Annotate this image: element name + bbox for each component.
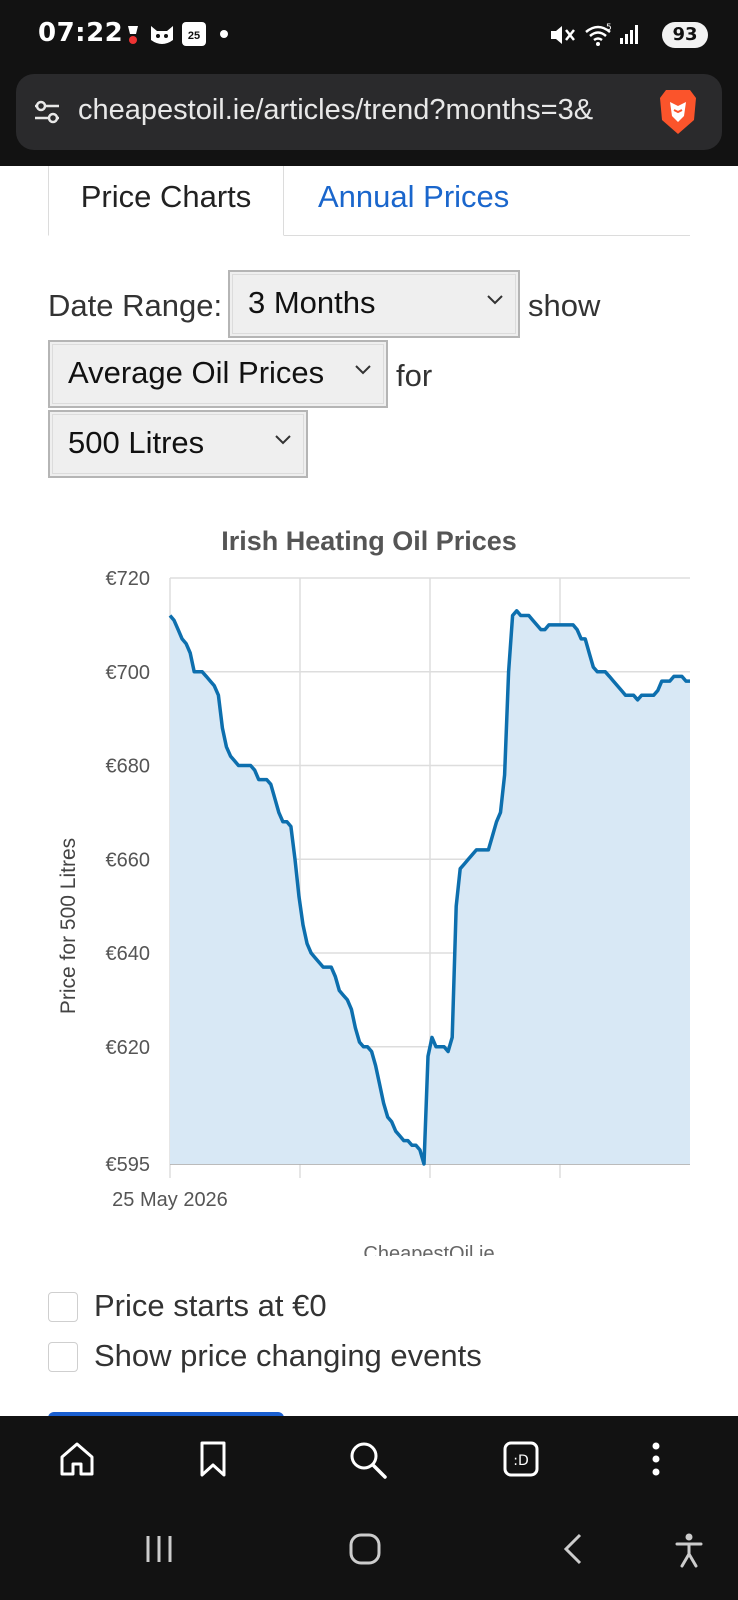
svg-text:5: 5 [606,23,612,33]
svg-text::D: :D [513,1453,529,1469]
home-icon[interactable] [58,1440,96,1478]
recent-apps-icon[interactable] [142,1532,176,1566]
brave-shields-icon[interactable] [654,86,702,138]
battery-indicator: 93 [662,22,708,48]
y-tick-label: €620 [106,1037,151,1059]
chevron-down-icon [355,365,371,375]
chart-source-credit: CheapestOil.ie [363,1243,494,1256]
price-starts-at-zero-label[interactable]: Price starts at €0 [94,1288,327,1323]
y-tick-label: €660 [106,849,151,871]
browser-bottom-toolbar: :D [0,1416,738,1510]
chart-area-layer [168,609,690,1166]
metric-select[interactable]: Average Oil Prices [48,340,388,408]
calendar-day: 25 [187,30,201,42]
y-tick-label: €680 [106,756,151,778]
status-bar: 07:22 25 5 93 [0,0,738,70]
status-time: 07:22 [38,18,124,48]
system-navigation-bar [0,1510,738,1600]
price-chart: Irish Heating Oil Prices €720 €700 €680 €66… [57,526,690,1256]
price-starts-at-zero-checkbox[interactable] [48,1292,78,1322]
tab-price-charts[interactable]: Price Charts [48,166,284,236]
calendar-icon: 25 [182,22,206,46]
option-show-price-events[interactable]: Show price changing events [48,1338,508,1376]
y-tick-label: €595 [106,1154,151,1176]
show-price-events-checkbox[interactable] [48,1342,78,1372]
y-tick-label: €720 [106,568,151,590]
notification-icon [128,26,138,44]
volume-select[interactable]: 500 Litres [48,410,308,478]
date-range-select[interactable]: 3 Months [228,270,520,338]
volume-value: 500 Litres [68,425,205,460]
browser-toolbar: cheapestoil.ie/articles/trend?months=3& [0,70,738,166]
url-text[interactable]: cheapestoil.ie/articles/trend?months=3& [78,94,594,126]
x-axis-ticks: 25 May 2026 [112,1189,228,1211]
home-button-icon[interactable] [348,1532,382,1566]
back-icon[interactable] [560,1532,586,1566]
price-series-line [168,609,690,1166]
accessibility-icon[interactable] [674,1532,704,1568]
signal-icon [620,25,638,44]
tab-annual-prices[interactable]: Annual Prices [318,179,510,214]
more-notifications-dot [220,30,228,38]
metric-value: Average Oil Prices [68,355,325,390]
x-tick-label: 25 May 2026 [112,1189,228,1211]
y-tick-label: €700 [106,662,151,684]
chart-title: Irish Heating Oil Prices [221,526,517,556]
cat-app-icon [151,26,173,44]
option-price-starts-at-zero[interactable]: Price starts at €0 [48,1288,368,1326]
more-options-icon[interactable] [648,1440,664,1478]
chevron-down-icon [275,435,291,445]
site-settings-icon[interactable] [32,97,62,127]
date-range-label: Date Range: [48,288,223,323]
tabs-icon[interactable]: :D [502,1440,540,1478]
y-axis-ticks: €720 €700 €680 €660 €640 €620 €595 [106,568,151,1176]
for-label: for [396,358,433,393]
date-range-value: 3 Months [248,285,376,320]
search-icon[interactable] [348,1440,388,1480]
chevron-down-icon [487,295,503,305]
show-label: show [528,288,601,323]
wifi-icon: 5 [585,23,612,46]
price-area-fill [170,610,690,1164]
y-axis-label: Price for 500 Litres [57,838,80,1014]
bookmark-icon[interactable] [196,1440,230,1478]
tabs-divider [284,235,690,236]
y-tick-label: €640 [106,943,151,965]
mute-icon [551,26,575,44]
page-content: Price Charts Annual Prices Date Range: 3… [0,166,738,1416]
show-price-events-label[interactable]: Show price changing events [94,1338,482,1373]
address-bar[interactable]: cheapestoil.ie/articles/trend?months=3& [16,74,722,150]
